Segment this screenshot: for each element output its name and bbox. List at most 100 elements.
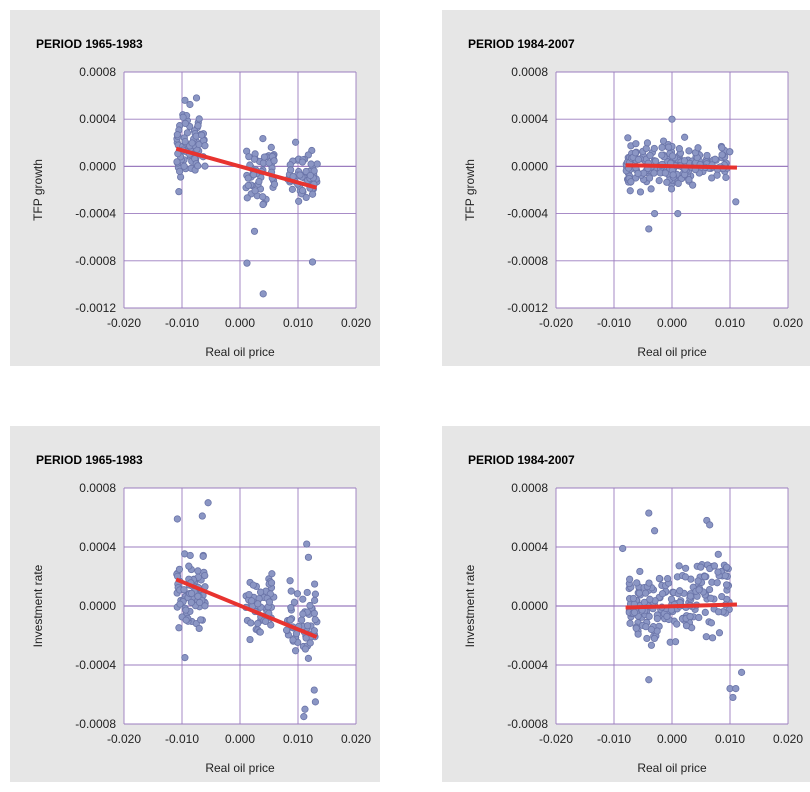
- scatter-point: [701, 608, 709, 616]
- y-tick-label: 0.0000: [511, 159, 548, 173]
- scatter-point: [254, 600, 262, 608]
- scatter-point: [201, 162, 209, 170]
- scatter-point: [267, 579, 276, 587]
- scatter-point: [634, 169, 642, 178]
- x-axis-label: Real oil price: [205, 345, 275, 359]
- scatter-point: [286, 616, 294, 624]
- scatter-point: [680, 157, 689, 165]
- scatter-point: [714, 550, 722, 558]
- trend-line: [625, 163, 738, 170]
- y-axis-label: Investment rate: [463, 564, 477, 647]
- scatter-point: [201, 142, 209, 150]
- scatter-point: [674, 210, 682, 218]
- scatter-point: [176, 167, 184, 175]
- scatter-point: [293, 590, 302, 598]
- scatter-point: [718, 144, 726, 152]
- scatter-point: [180, 586, 188, 594]
- scatter-point: [664, 574, 672, 583]
- y-tick-label: -0.0008: [75, 254, 116, 268]
- scatter-point: [661, 169, 669, 177]
- scatter-point: [645, 174, 654, 182]
- scatter-point: [303, 540, 311, 548]
- scatter-point: [624, 134, 632, 142]
- scatter-point: [251, 187, 259, 195]
- scatter-point: [245, 590, 253, 599]
- scatter-point: [311, 596, 319, 604]
- scatter-point: [255, 177, 263, 186]
- scatter-point: [663, 612, 671, 620]
- y-tick-label: -0.0012: [507, 301, 548, 315]
- scatter-point: [685, 147, 693, 155]
- scatter-point: [296, 171, 304, 179]
- scatter-point: [181, 96, 189, 104]
- y-tick-label: -0.0008: [75, 717, 116, 731]
- scatter-point: [713, 171, 721, 179]
- scatter-point: [631, 149, 640, 157]
- scatter-point: [645, 225, 653, 233]
- scatter-point: [195, 115, 203, 123]
- scatter-point: [650, 144, 658, 153]
- scatter-point: [686, 612, 694, 621]
- y-tick-label: -0.0012: [75, 301, 116, 315]
- scatter-point: [180, 162, 188, 170]
- y-axis-label: TFP growth: [463, 159, 477, 221]
- scatter-point: [246, 635, 254, 644]
- scatter-point: [634, 630, 642, 638]
- scatter-point: [714, 568, 722, 576]
- scatter-point: [658, 151, 666, 159]
- scatter-point: [250, 227, 259, 235]
- scatter-point: [711, 155, 719, 163]
- scatter-point: [270, 157, 278, 165]
- chart-svg: PERIOD 1984-2007 -0.020 -0.010 0.000 0.010 0.…: [463, 453, 803, 775]
- scatter-point: [194, 122, 202, 130]
- scatter-point: [201, 602, 209, 610]
- scatter-point: [714, 608, 723, 616]
- scatter-point: [695, 613, 703, 622]
- scatter-point: [313, 160, 321, 168]
- scatter-point: [194, 567, 202, 575]
- scatter-point: [298, 616, 306, 624]
- scatter-point: [267, 143, 275, 151]
- scatter-point: [715, 629, 724, 637]
- scatter-point: [308, 258, 317, 266]
- scatter-point: [647, 641, 656, 649]
- scatter-point: [287, 587, 295, 595]
- scatter-point: [653, 627, 661, 635]
- chart-title: PERIOD 1984-2007: [468, 37, 575, 51]
- y-tick-label: 0.0000: [79, 159, 116, 173]
- scatter-point: [299, 595, 307, 603]
- chart-title: PERIOD 1984-2007: [468, 453, 575, 467]
- scatter-point: [308, 190, 317, 198]
- x-axis-label: Real oil price: [205, 761, 275, 775]
- scatter-point: [702, 633, 710, 641]
- scatter-point: [303, 588, 311, 597]
- scatter-point: [729, 693, 737, 702]
- scatter-point: [254, 619, 262, 628]
- scatter-point: [651, 210, 659, 218]
- chart-panel-investment-1984-2007: PERIOD 1984-2007 -0.020 -0.010 0.000 0.010 0.…: [442, 426, 810, 782]
- scatter-point: [682, 622, 691, 630]
- scatter-point: [196, 598, 204, 607]
- scatter-point: [259, 200, 267, 209]
- scatter-point: [304, 654, 312, 662]
- scatter-point: [192, 94, 201, 102]
- x-tick-label: -0.010: [597, 316, 631, 330]
- scatter-point: [306, 639, 314, 647]
- scatter-point: [265, 598, 274, 606]
- scatter-point: [632, 140, 640, 148]
- x-tick-label: 0.010: [715, 732, 745, 746]
- scatter-point: [737, 668, 746, 676]
- scatter-point: [311, 590, 320, 598]
- y-tick-label: 0.0004: [79, 112, 116, 126]
- scatter-point: [681, 573, 690, 581]
- scatter-point: [626, 619, 634, 627]
- y-tick-label: 0.0008: [79, 481, 116, 495]
- scatter-point: [635, 589, 643, 597]
- scatter-point: [721, 572, 729, 580]
- scatter-point: [181, 119, 189, 128]
- scatter-point: [732, 684, 740, 693]
- x-tick-label: 0.000: [225, 732, 255, 746]
- scatter-point: [643, 634, 651, 643]
- trend-line: [175, 146, 318, 190]
- scatter-point: [176, 600, 184, 608]
